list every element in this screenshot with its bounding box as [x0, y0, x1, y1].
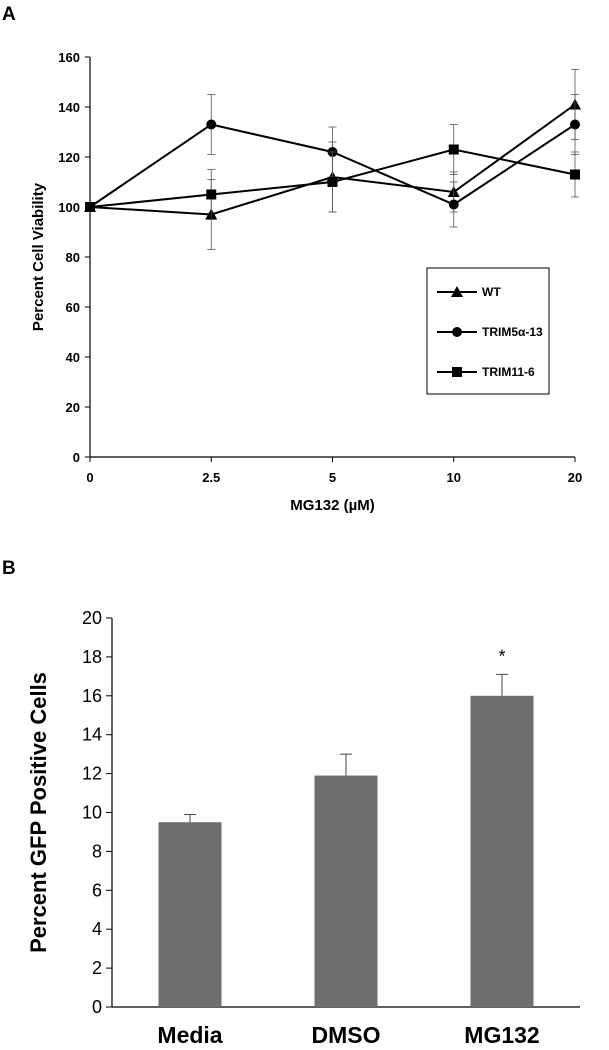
y-tick-label: 8 [92, 841, 102, 861]
legend-marker [451, 286, 463, 297]
y-tick-label: 14 [82, 725, 102, 745]
legend-marker [452, 327, 462, 337]
series-2 [85, 124, 580, 220]
y-tick-label: 60 [66, 300, 80, 315]
y-tick-label: 20 [66, 400, 80, 415]
legend-label: TRIM5α-13 [482, 325, 543, 339]
bar [470, 695, 534, 1007]
x-axis-label: MG132 (µM) [290, 497, 375, 514]
y-tick-label: 10 [82, 803, 102, 823]
bar [314, 775, 378, 1007]
x-category-label: DMSO [312, 1022, 381, 1048]
y-tick-label: 18 [82, 647, 102, 667]
data-point [85, 202, 95, 212]
y-tick-label: 20 [82, 608, 102, 628]
y-tick-label: 100 [58, 200, 80, 215]
y-tick-label: 80 [66, 250, 80, 265]
line-chart-cell-viability: 0 20 40 60 80 100 120 140 160 0 2.5 5 10 20 MG132 (µM)… [30, 50, 582, 514]
legend-marker [452, 367, 462, 377]
y-tick-label: 0 [73, 450, 80, 465]
data-point [327, 177, 338, 187]
panel-a-letter: A [2, 4, 16, 25]
x-tick-label: 5 [329, 470, 336, 485]
legend: WT TRIM5α-13 TRIM11-6 [426, 267, 550, 395]
bar [158, 822, 222, 1007]
y-tick-label: 4 [92, 919, 102, 939]
y-tick-label: 120 [58, 150, 80, 165]
y-tick-label: 0 [92, 997, 102, 1017]
y-tick-label: 2 [92, 958, 102, 978]
x-tick-label: 10 [447, 470, 461, 485]
significance-marker: * [498, 646, 505, 666]
bar-chart-gfp-positive: 0 2 4 6 8 10 12 14 16 18 20 Media DMSO * MG132 Percent … [26, 608, 580, 1048]
y-tick-label: 160 [58, 50, 80, 65]
x-category-label: Media [157, 1022, 222, 1048]
legend-label: WT [482, 285, 501, 299]
data-point [206, 119, 217, 130]
x-tick-label: 2.5 [202, 470, 220, 485]
data-point [570, 119, 580, 130]
data-point [448, 199, 459, 210]
y-tick-label: 12 [82, 764, 102, 784]
x-tick-label: 0 [86, 470, 93, 485]
data-point [206, 189, 217, 200]
y-tick-label: 40 [66, 350, 80, 365]
y-tick-label: 140 [58, 100, 80, 115]
x-category-label: MG132 [464, 1022, 539, 1048]
y-axis-label: Percent Cell Viability [30, 182, 47, 331]
y-axis-label: Percent GFP Positive Cells [26, 672, 51, 953]
y-tick-label: 6 [92, 880, 102, 900]
x-tick-label: 20 [568, 470, 582, 485]
y-tick-label: 16 [82, 686, 102, 706]
legend-label: TRIM11-6 [482, 365, 535, 379]
panel-b-letter: B [2, 558, 16, 579]
data-point [570, 169, 580, 180]
data-point [448, 144, 459, 155]
